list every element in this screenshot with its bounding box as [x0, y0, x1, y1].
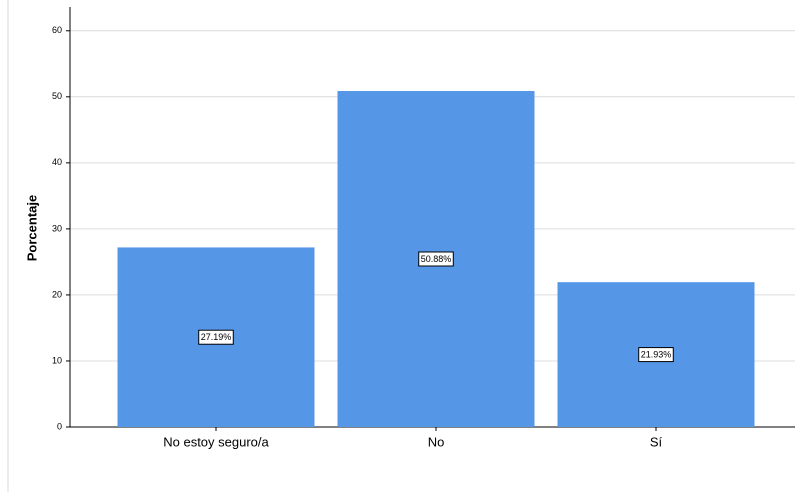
- x-tick-label: No estoy seguro/a: [163, 434, 269, 449]
- y-axis-label: Porcentaje: [24, 195, 39, 261]
- y-tick-label: 0: [57, 421, 62, 431]
- x-tick-label: No: [428, 434, 445, 449]
- y-tick-label: 40: [52, 157, 62, 167]
- value-label: 21.93%: [641, 349, 672, 359]
- value-label: 50.88%: [421, 254, 452, 264]
- y-tick-label: 30: [52, 223, 62, 233]
- y-tick-label: 10: [52, 355, 62, 365]
- value-label-box: [198, 329, 234, 345]
- y-tick-label: 20: [52, 289, 62, 299]
- value-label-box: [638, 347, 674, 363]
- value-label: 27.19%: [201, 332, 232, 342]
- y-tick-label: 50: [52, 91, 62, 101]
- value-label-box: [418, 251, 454, 267]
- x-tick-label: Sí: [650, 434, 663, 449]
- y-tick-label: 60: [52, 25, 62, 35]
